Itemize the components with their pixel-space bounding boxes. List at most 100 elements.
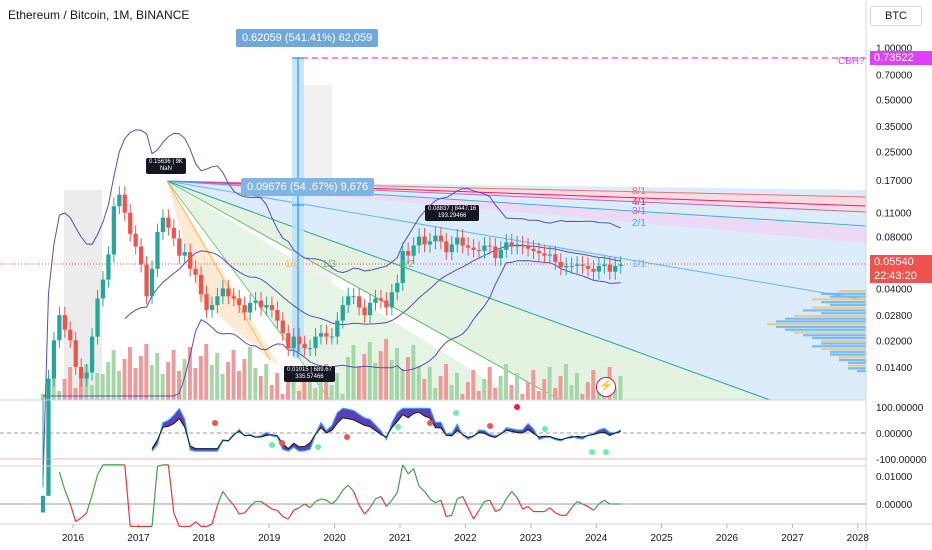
high-note-line1: 0.15636 | 9K xyxy=(149,159,183,165)
volume-bar xyxy=(455,373,459,400)
volume-bar xyxy=(367,342,372,400)
osc-signal-dot xyxy=(589,449,595,455)
ind2-segment xyxy=(64,489,71,505)
ind2-segment xyxy=(211,505,219,525)
ind2-segment xyxy=(358,504,366,515)
ind2-segment xyxy=(326,499,333,505)
candle xyxy=(302,344,307,349)
x-tick-label: 2025 xyxy=(650,533,673,544)
candle xyxy=(231,296,236,299)
candle xyxy=(340,305,345,321)
ind2-segment xyxy=(467,507,475,520)
candle xyxy=(237,298,242,306)
osc-tick-label: -100.00000 xyxy=(876,455,927,466)
ind2-segment xyxy=(239,512,245,515)
volume-profile-bar xyxy=(776,325,866,329)
currency-selector[interactable]: BTC xyxy=(870,6,922,26)
ind2-segment xyxy=(157,464,164,467)
ind2-segment xyxy=(375,495,382,500)
candle xyxy=(209,305,215,310)
y-tick-label: 0.50000 xyxy=(876,95,913,106)
ind2-segment xyxy=(233,504,240,515)
x-tick-label: 2019 xyxy=(258,533,281,544)
x-tick-label: 2016 xyxy=(62,533,85,544)
volume-bar xyxy=(329,385,334,400)
osc-fill xyxy=(152,408,621,452)
candle xyxy=(46,378,51,496)
volume-bar xyxy=(514,373,519,400)
x-tick-label: 2022 xyxy=(454,533,477,544)
candle xyxy=(580,264,585,266)
ind2-segment xyxy=(505,491,513,500)
volume-profile-bar xyxy=(848,361,866,364)
volume-profile-bar xyxy=(830,295,866,298)
band-upper xyxy=(42,129,621,481)
candle xyxy=(378,298,384,301)
candle xyxy=(422,236,427,245)
candle xyxy=(602,264,607,266)
candle xyxy=(444,241,449,253)
volume-bar xyxy=(389,360,394,400)
candle xyxy=(313,336,318,349)
ind2-tick-label: 0.01000 xyxy=(876,472,913,483)
volume-bar xyxy=(373,363,378,400)
volume-profile-bar xyxy=(830,303,866,306)
ind2-segment xyxy=(478,501,485,511)
candle xyxy=(198,274,204,295)
fan-label-2-1: 2/1 xyxy=(632,218,646,229)
y-tick-label: 0.35000 xyxy=(876,122,913,133)
fan-label-1-4: 1/4 xyxy=(285,259,299,270)
x-tick-label: 2018 xyxy=(193,533,216,544)
ind2-segment xyxy=(293,507,300,511)
mid-note: 0.08837 | 8447.16 193.29466 xyxy=(425,205,480,221)
candle xyxy=(188,252,193,269)
volume-bar xyxy=(68,367,72,400)
ind2-segment xyxy=(364,507,371,515)
candle xyxy=(275,309,280,321)
candle xyxy=(318,333,324,337)
ind2-segment xyxy=(222,491,229,500)
volume-bar xyxy=(128,347,132,400)
ind2-segment xyxy=(511,491,518,499)
ind2-segment xyxy=(462,496,469,509)
candle xyxy=(564,265,569,268)
volume-bar xyxy=(558,376,563,400)
candle xyxy=(536,250,542,254)
volume-bar xyxy=(482,379,487,400)
ind2-segment xyxy=(593,503,600,511)
candle xyxy=(100,279,106,299)
ind2-segment xyxy=(206,523,213,527)
volume-profile-bar xyxy=(785,317,866,320)
lightning-icon[interactable]: ⚡ xyxy=(596,377,616,397)
ind2-segment xyxy=(342,484,349,491)
volume-profile-bar xyxy=(821,312,866,315)
candle xyxy=(476,249,482,251)
volume-bar xyxy=(187,347,192,400)
volume-bar xyxy=(460,394,465,400)
volume-bar xyxy=(362,354,367,400)
ind2-segment xyxy=(549,507,556,514)
ind2-segment xyxy=(495,508,502,513)
fan-line-8 xyxy=(166,180,271,361)
volume-bar xyxy=(498,376,503,400)
fan-label-1-3: 1/3 xyxy=(322,259,336,270)
candle xyxy=(460,237,465,246)
volume-bar xyxy=(275,373,280,400)
candle xyxy=(498,249,503,259)
volume-bar xyxy=(536,391,541,400)
volume-profile-bar xyxy=(767,323,866,326)
candle xyxy=(596,265,602,272)
y-tick-label: 0.17000 xyxy=(876,176,913,187)
volume-bar xyxy=(269,385,274,400)
ind2-segment xyxy=(418,485,425,492)
x-tick-label: 2026 xyxy=(716,533,739,544)
ind2-segment xyxy=(96,464,104,476)
ind2-segment xyxy=(396,464,404,493)
chart-title: Ethereum / Bitcoin, 1M, BINANCE xyxy=(8,8,190,22)
candle xyxy=(226,288,231,297)
volume-bar xyxy=(95,373,100,400)
ind2-segment xyxy=(86,495,93,513)
candle xyxy=(515,244,520,247)
ind2-segment xyxy=(484,499,491,503)
